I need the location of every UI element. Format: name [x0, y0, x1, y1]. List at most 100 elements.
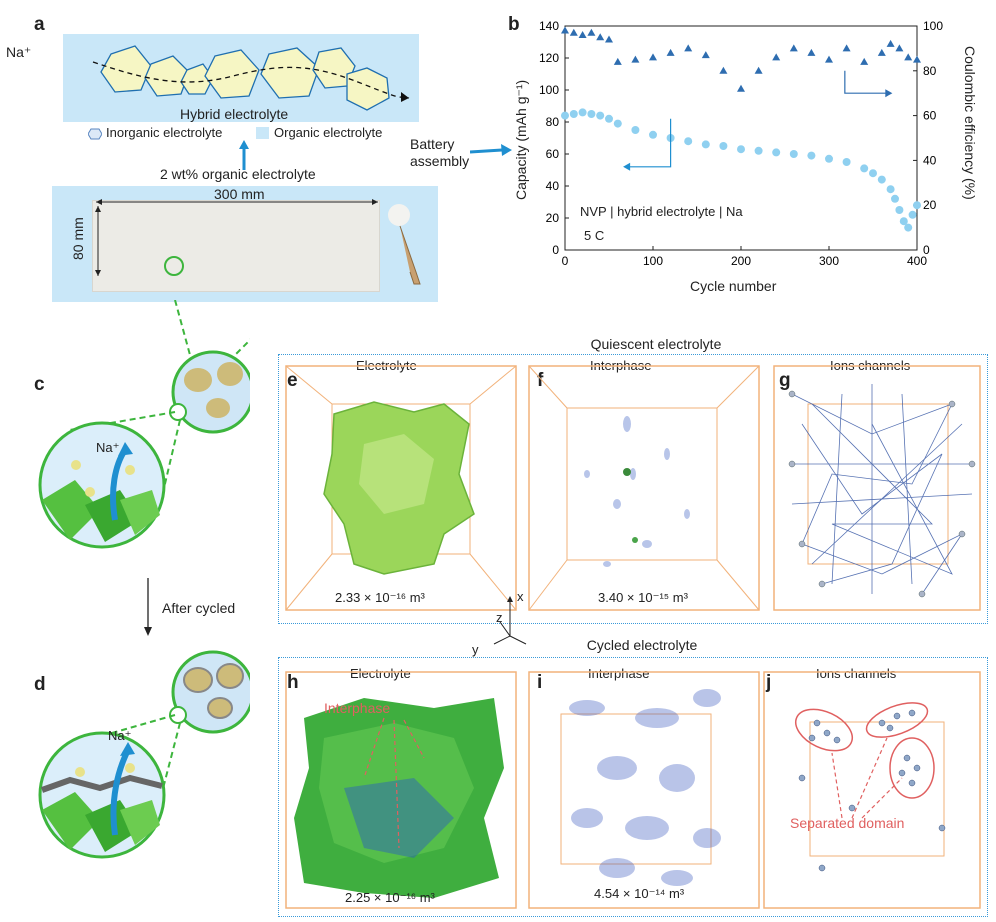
axes-triad — [493, 596, 527, 645]
up-arrow-icon — [239, 140, 249, 170]
capacity-point — [895, 206, 904, 214]
axis-x-label: x — [517, 589, 524, 604]
ce-point — [596, 33, 605, 41]
battery-label-line1: Battery — [410, 136, 455, 152]
ce-point — [613, 57, 622, 65]
polyhedra-chain — [92, 45, 410, 111]
capacity-point — [891, 194, 899, 203]
membrane-photo-box — [52, 186, 438, 302]
dimension-arrows — [95, 199, 378, 276]
x-tick-label: 200 — [731, 254, 751, 268]
down-arrow-icon — [143, 578, 153, 636]
hybrid-electrolyte-label: Hybrid electrolyte — [180, 106, 289, 122]
capacity-point — [842, 158, 851, 166]
chart-ylabel-left: Capacity (mAh g⁻¹) — [513, 79, 529, 200]
capacity-point — [649, 130, 657, 139]
panel-i-volume: 4.54 × 10⁻¹⁴ m³ — [594, 886, 685, 901]
quiescent-title: Quiescent electrolyte — [590, 336, 722, 352]
capacity-point — [737, 145, 745, 154]
y-left-tick-label: 60 — [546, 147, 560, 161]
panel-h-volume: 2.25 × 10⁻¹⁶ m³ — [345, 890, 435, 905]
height-dimension-label: 80 mm — [70, 217, 86, 260]
panel-h-annotation: Interphase — [324, 700, 391, 716]
y-right-tick-label: 100 — [923, 19, 943, 33]
ce-point — [719, 66, 728, 74]
ce-point — [886, 39, 895, 47]
ce-point — [684, 44, 693, 52]
quiescent-box — [278, 354, 988, 624]
capacity-point — [772, 148, 781, 157]
panel-label-f: f — [537, 370, 544, 391]
panel-h-title: Electrolyte — [350, 666, 411, 681]
volume-render-f — [528, 365, 760, 611]
na-ion-label-a: Na⁺ — [6, 44, 32, 60]
ion-channel-network-j — [763, 671, 981, 909]
y-left-tick-label: 20 — [546, 211, 560, 225]
capacity-point — [913, 201, 921, 210]
volume-render-h — [285, 671, 517, 909]
ce-point — [895, 44, 904, 52]
capacity-point — [631, 126, 640, 134]
ce-point — [789, 44, 798, 52]
capacity-point — [684, 137, 693, 146]
y-left-tick-label: 140 — [539, 19, 559, 33]
y-right-tick-label: 0 — [923, 243, 930, 257]
capacity-axis-arrowhead — [623, 162, 631, 171]
chart-xlabel: Cycle number — [690, 278, 777, 294]
capacity-point — [886, 185, 895, 194]
y-left-tick-label: 120 — [539, 51, 559, 65]
capacity-point — [860, 164, 869, 173]
y-left-tick-label: 100 — [539, 83, 559, 97]
tweezers-icon — [399, 225, 421, 285]
capacity-point — [754, 146, 763, 155]
capacity-point — [899, 217, 908, 226]
capacity-point — [904, 223, 913, 232]
volume-render-e — [285, 365, 517, 611]
capacity-point — [596, 111, 605, 120]
y-right-tick-label: 80 — [923, 64, 937, 78]
membrane-sheet — [92, 200, 380, 292]
panel-e-volume: 2.33 × 10⁻¹⁶ m³ — [335, 590, 425, 605]
y-left-tick-label: 80 — [546, 115, 560, 129]
ce-point — [737, 84, 745, 92]
ce-point — [860, 57, 869, 65]
legend-organic: Organic electrolyte — [274, 125, 383, 140]
hexagon-icon — [87, 127, 103, 140]
ce-point — [561, 26, 569, 34]
ce-point — [578, 30, 587, 38]
hybrid-electrolyte-box — [63, 34, 419, 122]
ce-point — [666, 48, 675, 56]
cell-schematic-c — [38, 300, 250, 549]
capacity-point — [578, 108, 587, 117]
panel-j-title: Ions channels — [816, 666, 897, 681]
panel-f-volume: 3.40 × 10⁻¹⁵ m³ — [598, 590, 688, 605]
ce-axis-arrow — [844, 70, 891, 94]
capacity-point — [587, 110, 596, 118]
panel-label-b: b — [508, 14, 520, 35]
capacity-point — [701, 140, 710, 149]
x-tick-label: 300 — [819, 254, 839, 268]
ce-point — [605, 35, 613, 43]
ce-point — [569, 28, 578, 36]
panel-j-annotation: Separated domain — [790, 815, 905, 831]
ce-point — [877, 48, 886, 56]
legend-inorganic: Inorganic electrolyte — [106, 125, 223, 140]
y-right-tick-label: 40 — [923, 153, 937, 167]
ce-point — [631, 55, 640, 63]
right-arrow-icon — [469, 143, 512, 157]
battery-label-line2: assembly — [410, 153, 470, 169]
capacity-point — [719, 142, 728, 150]
na-ion-label-d: Na⁺ — [108, 728, 132, 743]
chart-annotation-rate: 5 C — [584, 228, 605, 243]
ion-channel-network-g — [773, 365, 981, 611]
membrane-disc — [388, 204, 410, 226]
capacity-point — [869, 169, 877, 178]
chart-ylabel-right: Coulombic efficiency (%) — [962, 46, 978, 200]
capacity-point — [908, 210, 917, 219]
panel-label-e: e — [287, 370, 298, 391]
axis-y-label: y — [472, 642, 479, 657]
panel-label-c: c — [34, 374, 45, 395]
capacity-point — [877, 175, 886, 184]
panel-label-d: d — [34, 674, 46, 695]
capacity-point — [569, 110, 578, 118]
